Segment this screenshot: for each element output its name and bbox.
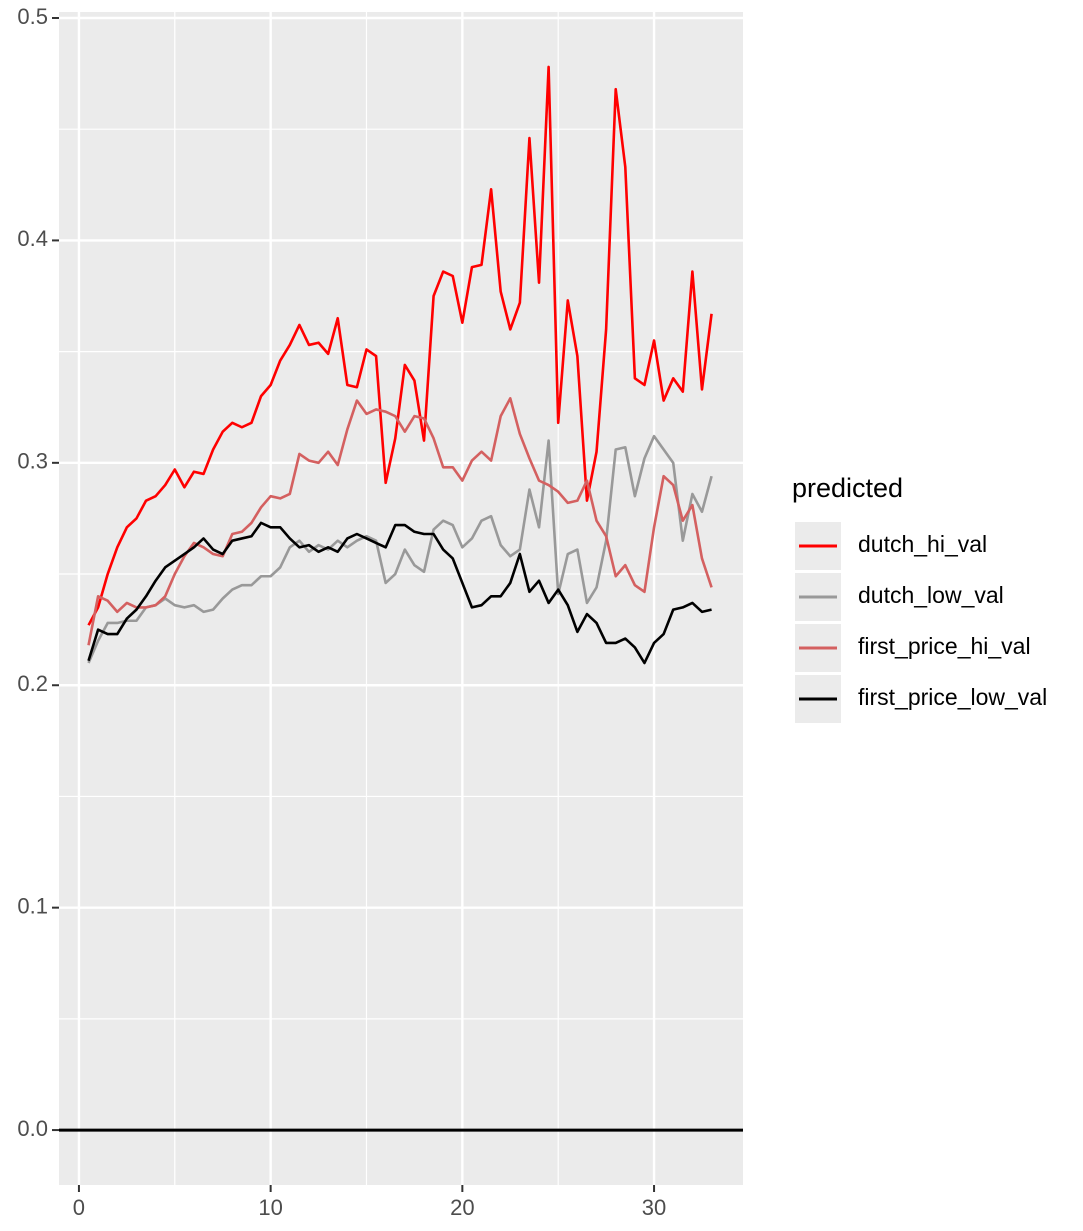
line (87, 434, 713, 664)
line (87, 521, 712, 665)
y-tick-label: 0.4 (17, 226, 48, 251)
line (87, 65, 713, 626)
x-tick-label: 0 (73, 1195, 85, 1220)
x-tick-label: 10 (258, 1195, 282, 1220)
y-tick-label: 0.2 (17, 671, 48, 696)
legend-label: first_price_hi_val (858, 633, 1031, 659)
y-tick-label: 0.5 (17, 4, 48, 29)
legend-title: predicted (792, 473, 903, 503)
panel (59, 12, 743, 1185)
legend-label: first_price_low_val (858, 684, 1047, 710)
y-tick-label: 0.0 (17, 1116, 48, 1141)
y-tick-label: 0.3 (17, 449, 48, 474)
x-tick-label: 30 (642, 1195, 666, 1220)
x-tick-label: 20 (450, 1195, 474, 1220)
legend-label: dutch_low_val (858, 582, 1004, 608)
y-tick-label: 0.1 (17, 893, 48, 918)
line (87, 397, 713, 646)
legend-label: dutch_hi_val (858, 531, 987, 557)
